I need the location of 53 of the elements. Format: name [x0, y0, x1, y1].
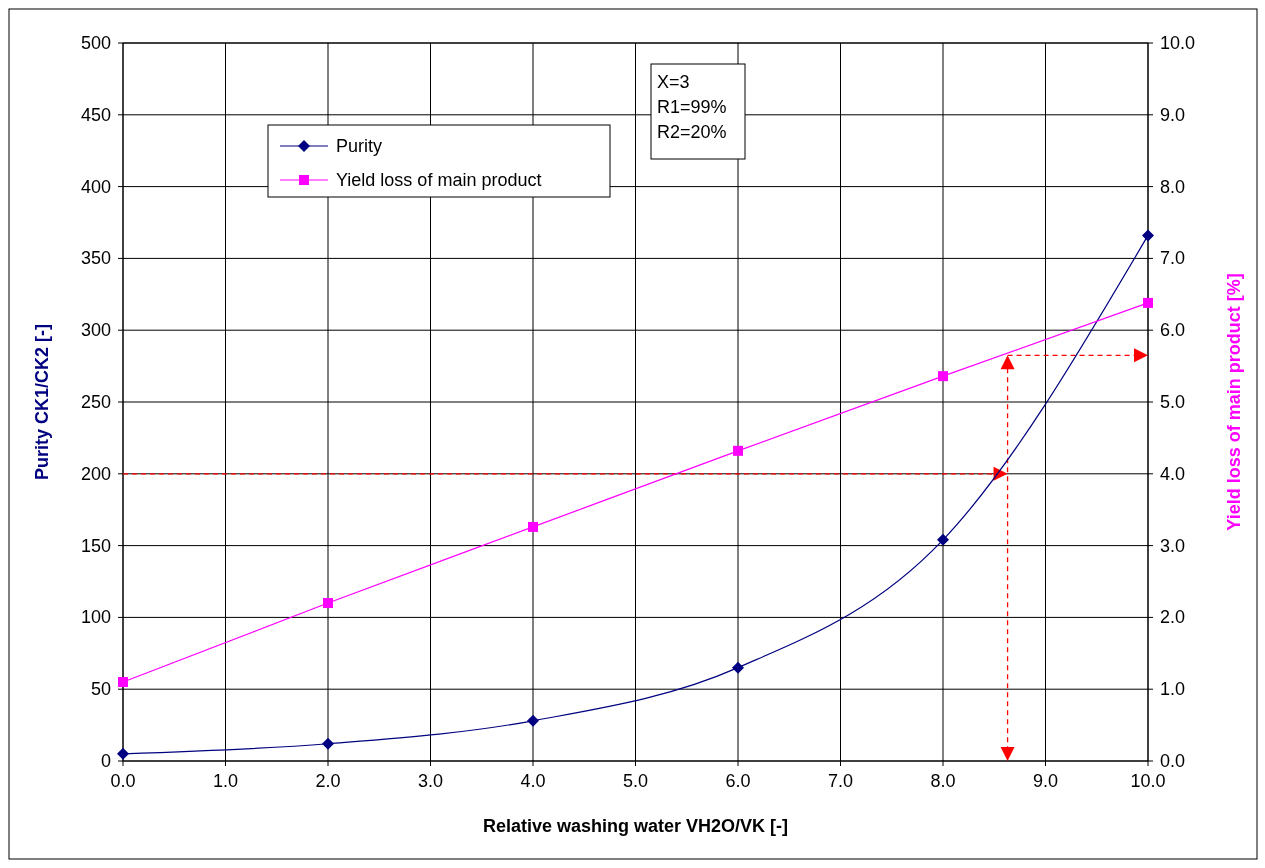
y-tick-label: 400	[80, 176, 111, 197]
x-tick-label: 3.0	[417, 771, 444, 791]
annotation: R2=20%	[657, 122, 727, 142]
legend-label: Purity	[336, 136, 383, 156]
annotation: X=3	[657, 72, 690, 92]
y2-tick-label: 10.0	[1160, 33, 1196, 53]
y-tick-label: 150	[80, 535, 111, 556]
point	[732, 661, 744, 674]
point	[323, 598, 333, 609]
y2-tick-label: 1.0	[1160, 679, 1186, 700]
y2-tick-label: 4.0	[1160, 463, 1186, 484]
y-tick-label: 200	[80, 463, 111, 484]
y2-axis-title: Yield loss of main product [%]	[1224, 273, 1244, 531]
y-tick-label: 500	[80, 33, 111, 53]
point	[527, 714, 539, 727]
x-tick-label: 1.0	[212, 771, 239, 791]
point	[117, 747, 129, 760]
point	[937, 533, 949, 546]
x-tick-label: 9.0	[1032, 771, 1059, 791]
point	[528, 521, 538, 532]
y-axis-title: Purity CK1/CK2 [-]	[32, 323, 52, 481]
y-tick-label: 50	[90, 679, 111, 700]
x-axis-title: Relative washing water VH2O/VK [-]	[482, 816, 789, 836]
point	[1143, 297, 1153, 308]
x-tick-label: 0.0	[110, 771, 136, 791]
point	[938, 371, 948, 382]
point	[322, 737, 334, 750]
y-tick-label: 350	[80, 248, 111, 269]
legend-label: Yield loss of main product	[336, 170, 542, 190]
y-tick-label: 250	[80, 392, 111, 412]
x-tick-label: 10.0	[1130, 771, 1166, 791]
x-tick-label: 7.0	[827, 771, 854, 791]
y-tick-label: 100	[80, 607, 111, 628]
y2-tick-label: 7.0	[1160, 248, 1186, 269]
x-tick-label: 2.0	[315, 771, 341, 791]
y2-tick-label: 5.0	[1160, 392, 1186, 412]
y2-tick-label: 8.0	[1160, 176, 1186, 197]
annotation: R1=99%	[657, 97, 727, 117]
y2-tick-label: 6.0	[1160, 320, 1186, 341]
y-tick-label: 450	[80, 104, 111, 125]
x-tick-label: 4.0	[520, 771, 546, 791]
x-tick-label: 6.0	[725, 771, 751, 791]
y-tick-label: 300	[80, 320, 111, 341]
y2-tick-label: 3.0	[1160, 535, 1186, 556]
y2-tick-label: 9.0	[1160, 104, 1186, 125]
y2-tick-label: 2.0	[1160, 607, 1186, 628]
y-tick-label: 0	[100, 751, 111, 771]
point	[733, 445, 743, 456]
point	[1142, 229, 1154, 242]
point	[118, 677, 128, 688]
x-tick-label: 5.0	[622, 771, 649, 791]
y2-tick-label: 0.0	[1160, 751, 1186, 771]
x-tick-label: 8.0	[930, 771, 956, 791]
